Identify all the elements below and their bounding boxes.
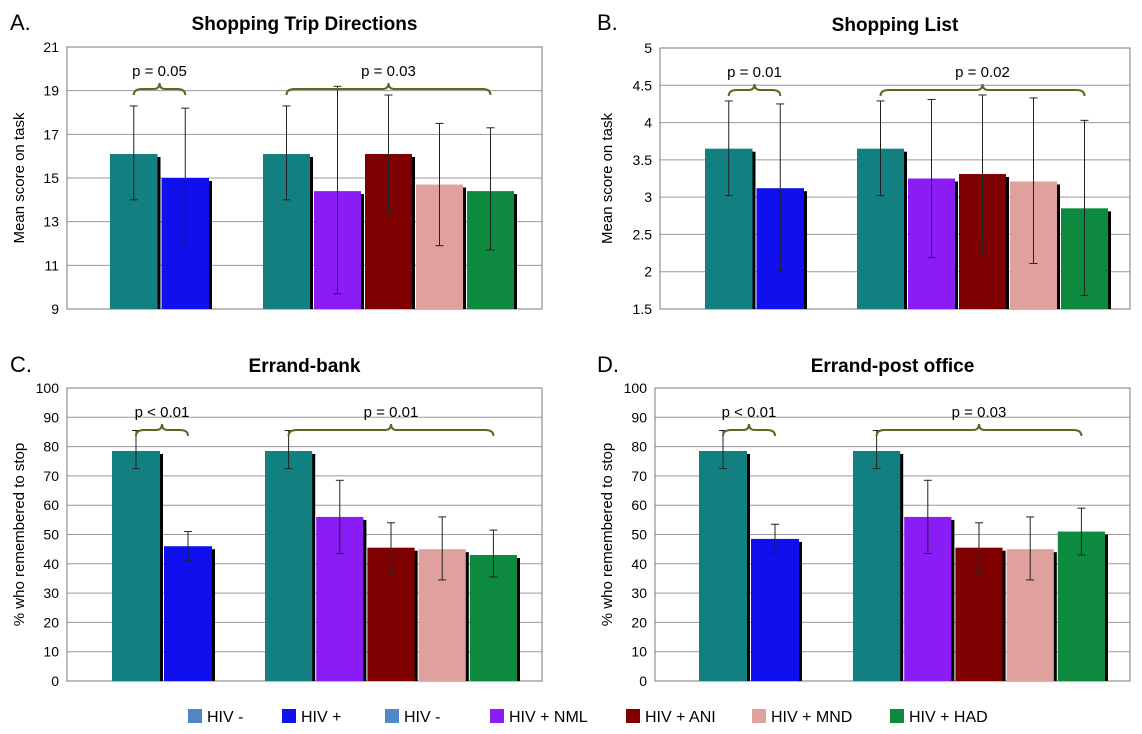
panel-letter: D. xyxy=(597,352,619,377)
p-value-label: p = 0.03 xyxy=(361,63,416,80)
y-tick-label: 0 xyxy=(639,673,647,689)
y-tick-label: 4 xyxy=(644,115,652,131)
legend-label: HIV + xyxy=(301,709,341,726)
panel-a: A. Shopping Trip Directions 9 11 13 15 17 19 21 M… xyxy=(10,10,543,317)
y-tick-label: 15 xyxy=(43,170,59,186)
y-tick-label: 2 xyxy=(644,264,652,280)
bar xyxy=(112,450,160,681)
y-tick-label: 2.5 xyxy=(633,226,653,242)
y-tick-label: 60 xyxy=(631,497,647,513)
y-tick-label: 11 xyxy=(44,257,59,273)
y-tick-label: 100 xyxy=(624,380,648,396)
bar xyxy=(1057,531,1105,681)
y-tick-label: 3.5 xyxy=(633,152,653,168)
legend-label: HIV + NML xyxy=(509,709,588,726)
y-tick-label: 10 xyxy=(43,644,59,660)
legend-swatch xyxy=(490,709,504,723)
p-value-label: p = 0.05 xyxy=(132,63,187,80)
y-tick-label: 17 xyxy=(43,126,59,142)
significance-brace xyxy=(285,82,492,96)
panel-title: Errand-bank xyxy=(249,356,361,377)
p-value-label: p = 0.03 xyxy=(952,404,1007,421)
y-tick-label: 30 xyxy=(43,585,59,601)
y-tick-label: 9 xyxy=(51,301,59,317)
bar xyxy=(853,450,901,681)
y-tick-label: 13 xyxy=(43,214,59,230)
y-tick-label: 20 xyxy=(43,614,59,630)
bar xyxy=(751,538,799,681)
y-tick-label: 30 xyxy=(631,585,647,601)
significance-brace xyxy=(287,423,495,437)
p-value-label: p = 0.01 xyxy=(727,64,782,81)
legend-label: HIV + MND xyxy=(771,709,852,726)
y-tick-label: 90 xyxy=(631,409,647,425)
significance-brace xyxy=(875,423,1083,437)
legend-swatch xyxy=(188,709,202,723)
panel-title: Errand-post office xyxy=(811,356,975,377)
y-tick-label: 50 xyxy=(43,527,59,543)
panel-title: Shopping Trip Directions xyxy=(192,14,418,35)
panel-letter: B. xyxy=(597,10,618,35)
legend-swatch xyxy=(752,709,766,723)
y-tick-label: 70 xyxy=(631,468,647,484)
significance-brace xyxy=(722,423,776,437)
bar xyxy=(699,450,747,681)
y-tick-label: 100 xyxy=(36,380,60,396)
y-tick-label: 50 xyxy=(631,527,647,543)
y-tick-label: 60 xyxy=(43,497,59,513)
panel-c: C. Errand-bank 0 10 20 30 40 50 60 70 80 90 100 % who… xyxy=(10,352,543,689)
y-axis-label: Mean score on task xyxy=(11,112,28,243)
panel-b: B. Shopping List 1.5 2 2.5 3 3.5 4 4.5 5 Mean scor… xyxy=(597,10,1131,317)
legend-swatch xyxy=(385,709,399,723)
significance-brace xyxy=(135,423,189,437)
y-tick-label: 5 xyxy=(644,40,652,56)
y-tick-label: 80 xyxy=(631,439,647,455)
y-tick-label: 40 xyxy=(631,556,647,572)
y-tick-label: 1.5 xyxy=(633,301,653,317)
y-axis-label: % who remembered to stop xyxy=(11,443,28,626)
y-tick-label: 19 xyxy=(43,83,59,99)
p-value-label: p < 0.01 xyxy=(135,404,190,421)
bar xyxy=(164,546,212,681)
y-tick-label: 10 xyxy=(631,644,647,660)
legend: HIV - HIV + HIV - HIV + NML HIV + ANI HIV + M… xyxy=(188,709,988,726)
y-axis-label: Mean score on task xyxy=(599,113,616,244)
p-value-label: p = 0.02 xyxy=(955,64,1010,81)
y-axis-label: % who remembered to stop xyxy=(599,443,616,626)
legend-label: HIV - xyxy=(207,709,243,726)
p-value-label: p < 0.01 xyxy=(722,404,777,421)
y-tick-label: 80 xyxy=(43,439,59,455)
y-tick-label: 21 xyxy=(43,39,59,55)
p-value-label: p = 0.01 xyxy=(364,404,419,421)
significance-brace xyxy=(727,83,782,97)
y-tick-label: 90 xyxy=(43,409,59,425)
panel-letter: A. xyxy=(10,10,31,35)
legend-swatch xyxy=(282,709,296,723)
y-tick-label: 20 xyxy=(631,614,647,630)
y-tick-label: 40 xyxy=(43,556,59,572)
y-tick-label: 0 xyxy=(51,673,59,689)
bar xyxy=(265,450,313,681)
y-tick-label: 3 xyxy=(644,189,652,205)
y-tick-label: 4.5 xyxy=(633,77,653,93)
panel-title: Shopping List xyxy=(832,15,959,36)
legend-label: HIV - xyxy=(404,709,440,726)
legend-label: HIV + ANI xyxy=(645,709,716,726)
legend-swatch xyxy=(626,709,640,723)
legend-label: HIV + HAD xyxy=(909,709,988,726)
panel-letter: C. xyxy=(10,352,32,377)
significance-brace xyxy=(879,83,1086,97)
panel-d: D. Errand-post office 0 10 20 30 40 50 60 70 80 90 1… xyxy=(597,352,1131,689)
legend-swatch xyxy=(890,709,904,723)
significance-brace xyxy=(132,82,187,96)
y-tick-label: 70 xyxy=(43,468,59,484)
